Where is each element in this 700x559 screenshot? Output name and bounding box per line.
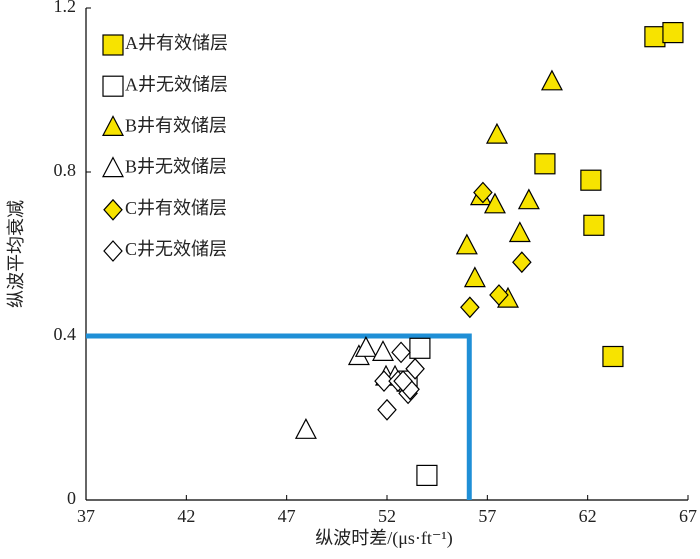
point [393, 370, 413, 392]
legend-label: A井有效储层 [125, 33, 228, 53]
y-tick-label: 0.8 [54, 160, 77, 180]
point [354, 336, 377, 357]
point [374, 370, 394, 392]
point [391, 341, 411, 364]
x-tick-label: 67 [679, 506, 697, 526]
point [460, 296, 480, 319]
point [377, 398, 397, 421]
point [409, 337, 431, 359]
x-tick-label: 37 [77, 506, 95, 526]
point [294, 418, 317, 439]
x-tick-label: 42 [177, 506, 195, 526]
legend-label: B井有效储层 [125, 116, 227, 136]
legend-marker [102, 34, 124, 56]
point [644, 26, 666, 48]
legend-marker [102, 156, 124, 178]
legend-label: A井无效储层 [125, 74, 228, 94]
legend-label: B井无效储层 [125, 157, 227, 177]
point [662, 22, 684, 44]
x-tick-label: 57 [478, 506, 496, 526]
point [540, 69, 563, 91]
point [405, 357, 425, 380]
legend-label: C井有效储层 [125, 198, 227, 218]
legend-marker [102, 75, 124, 97]
point [416, 464, 438, 486]
y-tick-label: 0 [67, 488, 76, 508]
point [371, 340, 394, 361]
point [508, 221, 531, 243]
point [580, 169, 602, 191]
legend-marker [102, 115, 124, 136]
point [583, 214, 605, 236]
point [602, 345, 624, 368]
point [455, 233, 478, 255]
point [473, 181, 493, 204]
x-tick-label: 47 [278, 506, 296, 526]
point [463, 266, 486, 288]
legend-marker [103, 240, 123, 262]
point [517, 188, 540, 210]
y-tick-label: 0.4 [54, 324, 77, 344]
point [485, 122, 508, 144]
point [489, 284, 509, 306]
legend-label: C井无效储层 [125, 239, 227, 259]
point [512, 251, 532, 274]
point [483, 192, 506, 214]
y-axis-label: 纵波平均衰减 [6, 200, 26, 308]
threshold-line [86, 333, 472, 500]
y-tick-label: 1.2 [54, 0, 77, 16]
legend-marker [103, 198, 123, 221]
point [534, 153, 556, 175]
x-tick-label: 62 [579, 506, 597, 526]
x-axis-label: 纵波时差/(μs·ft⁻¹) [315, 528, 453, 549]
x-tick-label: 52 [378, 506, 396, 526]
